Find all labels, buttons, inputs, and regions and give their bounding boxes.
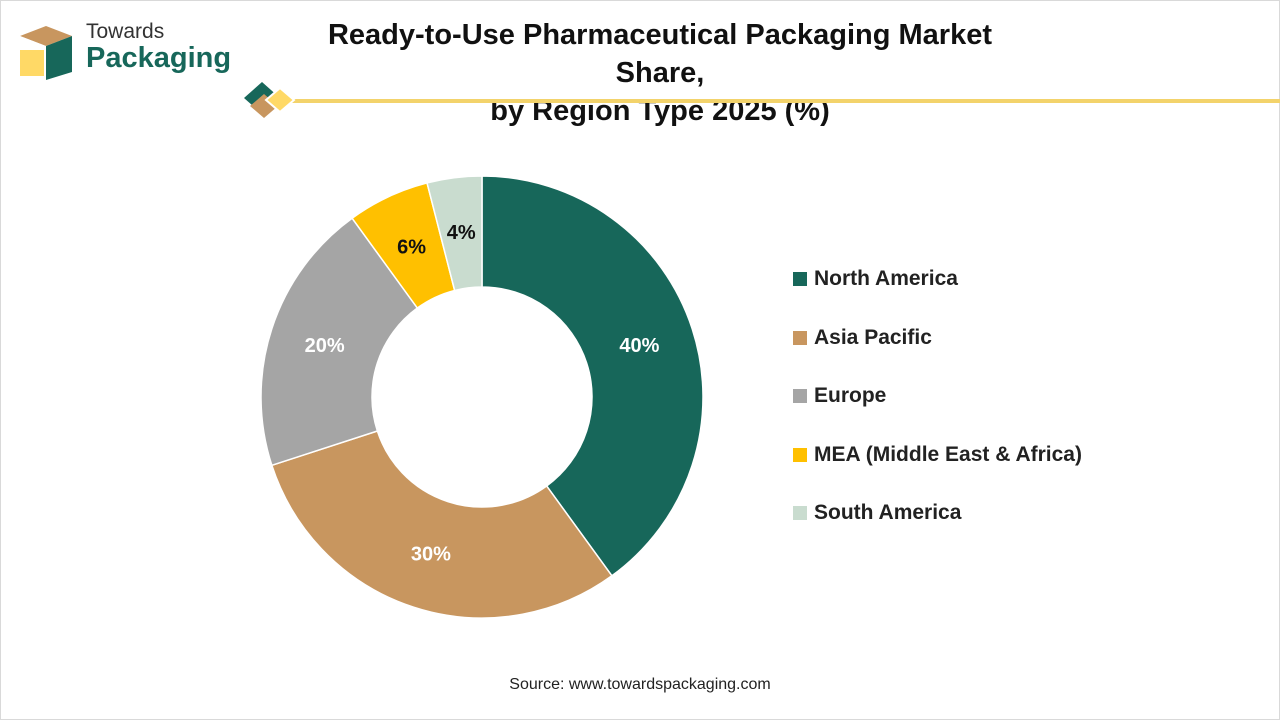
legend-item: Europe (793, 379, 1082, 413)
rule-line (280, 99, 1280, 103)
legend-item: North America (793, 262, 1082, 296)
data-label-north-america: 40% (619, 335, 659, 357)
diamond-yellow-icon (264, 86, 296, 114)
legend-swatch (793, 389, 807, 403)
logo-text-packaging: Packaging (86, 42, 232, 74)
logo-text-towards: Towards (86, 20, 165, 43)
data-label-south-america: 4% (447, 222, 476, 244)
title-underline-rule (240, 80, 1280, 124)
legend-swatch (793, 272, 807, 286)
legend-item: South America (793, 496, 1082, 530)
donut-slice-asia-pacific (270, 430, 613, 619)
legend-swatch (793, 506, 807, 520)
donut-slice-europe (260, 217, 419, 467)
towards-packaging-logo: Towards Packaging (16, 18, 246, 88)
chart-title-line-1: Ready-to-Use Pharmaceutical Packaging Ma… (327, 19, 993, 89)
legend-label: Europe (814, 384, 887, 407)
donut-slice-north-america (481, 175, 704, 577)
chart-legend: North America Asia Pacific Europe MEA (Midd… (793, 262, 1082, 555)
source-note: Source: www.towardspackaging.com (509, 676, 771, 693)
legend-item: MEA (Middle East & Africa) (793, 438, 1082, 472)
legend-label: Asia Pacific (814, 325, 932, 349)
data-label-mea-middle-east-africa: 6% (397, 236, 426, 258)
legend-item: Asia Pacific (793, 321, 1082, 355)
legend-label: MEA (Middle East & Africa) (814, 442, 1082, 466)
data-label-asia-pacific: 30% (411, 543, 451, 565)
legend-label: North America (814, 267, 958, 290)
package-box-icon (20, 26, 72, 80)
legend-swatch (793, 447, 807, 462)
donut-slice-south-america (426, 175, 483, 292)
data-label-europe: 20% (305, 335, 345, 357)
legend-label: South America (814, 501, 962, 524)
legend-swatch (793, 330, 807, 345)
